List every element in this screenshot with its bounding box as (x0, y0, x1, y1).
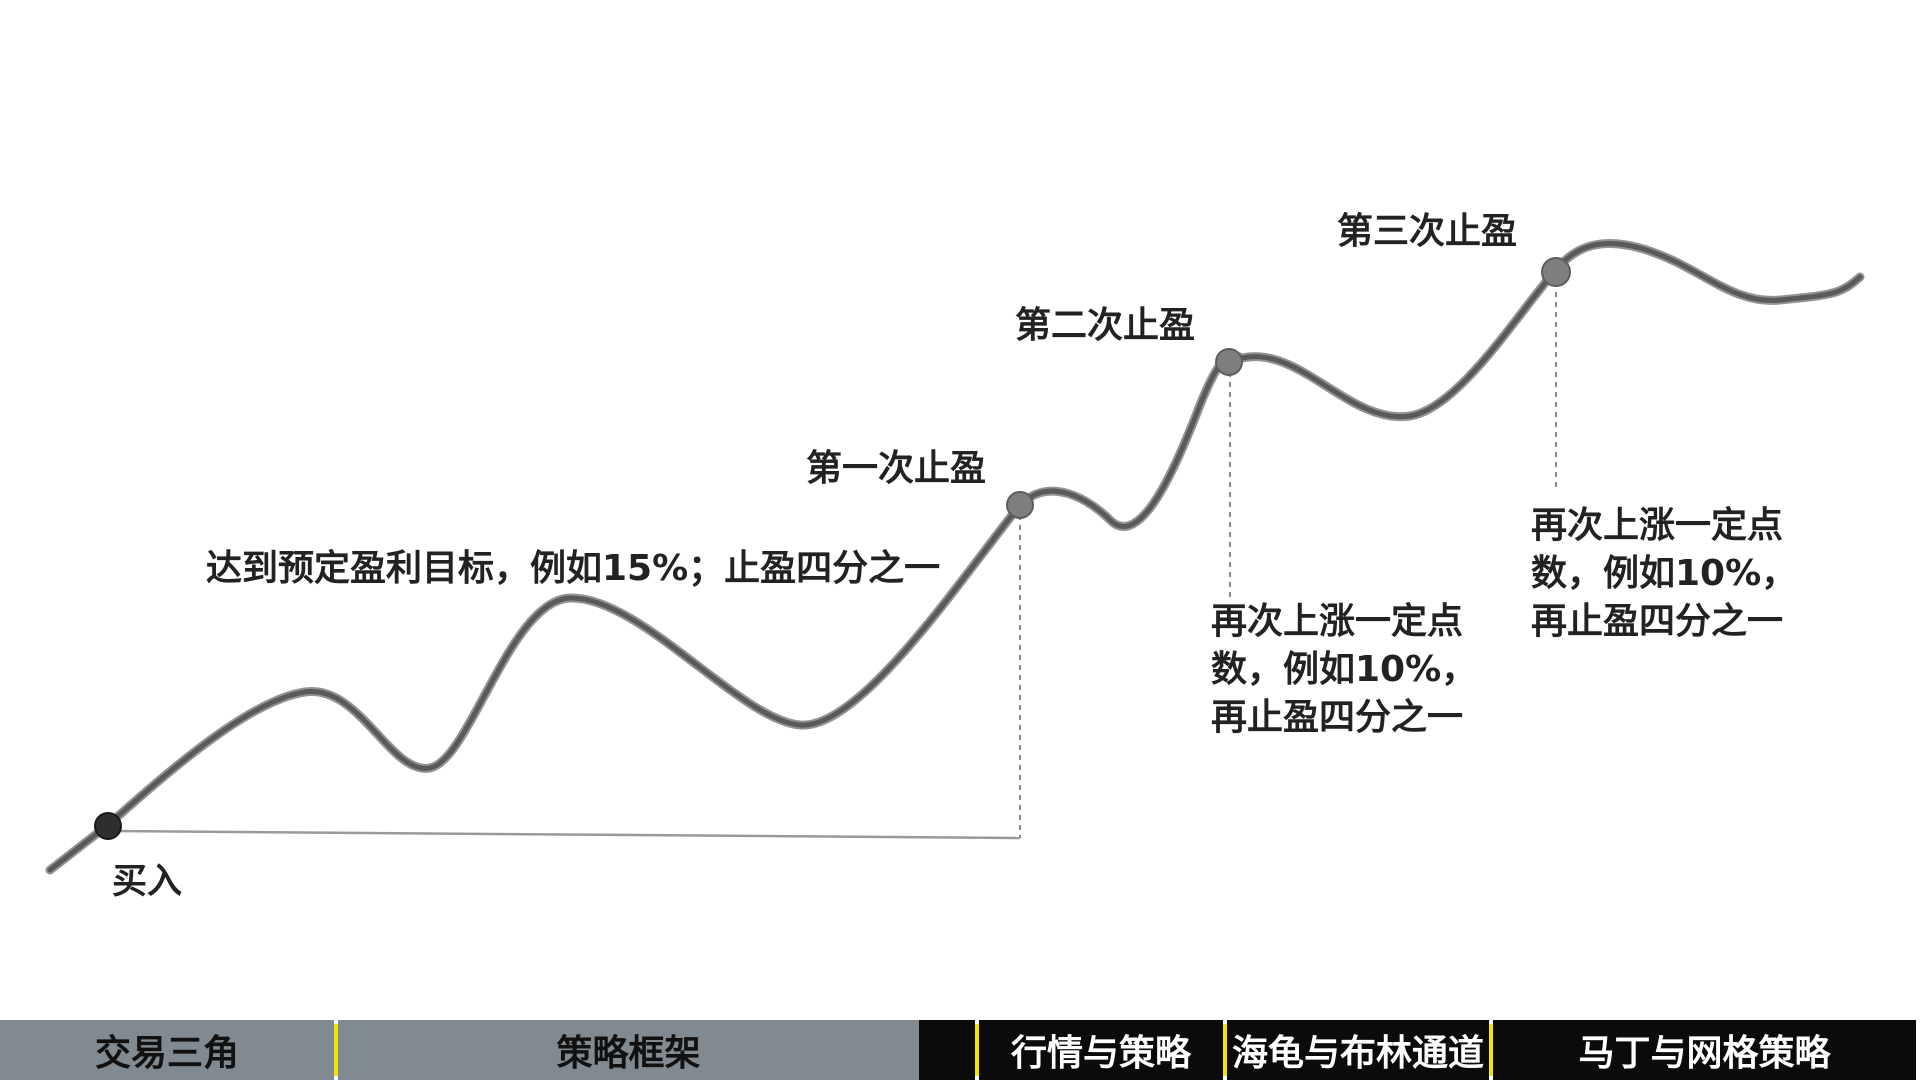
tp1-point-marker (1006, 491, 1034, 519)
tab-separator (1489, 1024, 1493, 1076)
tab-separator (334, 1024, 338, 1076)
tab-strategy-framework-label: 策略框架 (556, 1033, 701, 1074)
bottom-nav-bar: 交易三角 策略框架 行情与策略 海龟与布林通道 马丁与网格策略 (0, 1020, 1920, 1080)
tp3-note-line-3: 再止盈四分之一 (1531, 601, 1783, 642)
tab-trading-triangle-label: 交易三角 (94, 1033, 239, 1074)
tp3-note-line-2: 数，例如10%， (1531, 553, 1797, 594)
buy-point-marker (94, 812, 122, 840)
tp2-note-line-1: 再次上涨一定点 (1211, 601, 1463, 642)
tab-strategy-framework[interactable]: 策略框架 (338, 1020, 919, 1080)
price-curve (47, 241, 1863, 873)
tab-turtle-and-bollinger[interactable]: 海龟与布林通道 (1227, 1020, 1489, 1080)
tab-trading-triangle[interactable]: 交易三角 (0, 1020, 334, 1080)
tp2-note-line-3: 再止盈四分之一 (1211, 697, 1463, 738)
tp2-note-line-2: 数，例如10%， (1211, 649, 1477, 690)
tab-separator (1223, 1024, 1227, 1076)
tp3-note-line-1: 再次上涨一定点 (1531, 505, 1783, 546)
tp1-note: 达到预定盈利目标，例如15%；止盈四分之一 (206, 548, 940, 589)
tab-market-and-strategy[interactable]: 行情与策略 (979, 1020, 1223, 1080)
tab-martingale-and-grid-label: 马丁与网格策略 (1578, 1033, 1831, 1074)
tp3-label: 第三次止盈 (1337, 211, 1517, 252)
tp2-point-marker (1215, 348, 1243, 376)
buy-price-line (107, 829, 1021, 840)
tab-separator (975, 1024, 979, 1076)
buy-label: 买入 (112, 862, 182, 902)
tab-spacer (919, 1020, 975, 1080)
tp2-label: 第二次止盈 (1015, 305, 1195, 346)
tab-market-and-strategy-label: 行情与策略 (1010, 1033, 1191, 1074)
tp1-label: 第一次止盈 (806, 448, 986, 489)
tp3-point-marker (1541, 257, 1571, 287)
tab-martingale-and-grid[interactable]: 马丁与网格策略 (1493, 1020, 1916, 1080)
tab-turtle-and-bollinger-label: 海龟与布林通道 (1231, 1033, 1484, 1074)
